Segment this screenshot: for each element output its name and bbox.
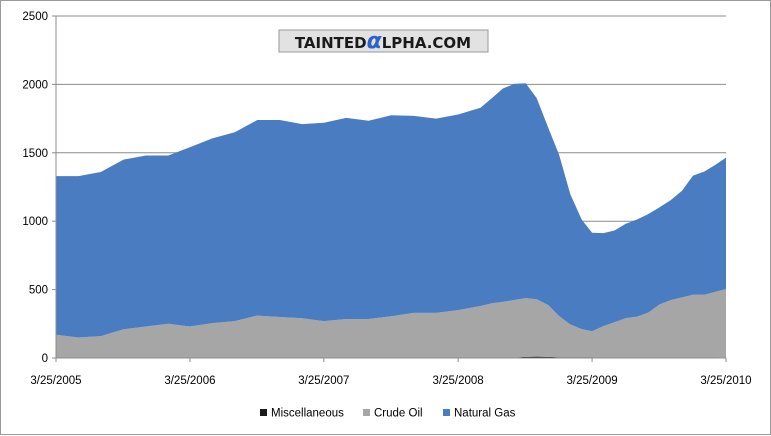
legend-label-crude-oil: Crude Oil xyxy=(374,408,423,420)
series-areas xyxy=(56,83,726,358)
legend-label-natural-gas: Natural Gas xyxy=(454,408,516,420)
area-crude-oil xyxy=(56,288,726,358)
y-tick-label: 2500 xyxy=(22,11,48,23)
legend-swatch-natural-gas xyxy=(443,409,450,416)
legend-swatch-crude-oil xyxy=(363,409,370,416)
x-tick-label: 3/25/2007 xyxy=(298,375,349,387)
watermark-text: TAINTEDαLPHA.COM xyxy=(295,29,471,54)
y-tick-label: 1500 xyxy=(22,148,48,160)
x-tick-label: 3/25/2005 xyxy=(30,375,81,387)
y-tick-label: 500 xyxy=(29,285,48,297)
area-natural-gas xyxy=(56,83,726,338)
watermark-logo: TAINTEDαLPHA.COM xyxy=(278,29,489,54)
x-tick-label: 3/25/2010 xyxy=(700,375,751,387)
y-axis-tick-labels: 0 500 1000 1500 2000 2500 xyxy=(22,11,56,365)
x-tick-label: 3/25/2009 xyxy=(566,375,617,387)
legend-label-miscellaneous: Miscellaneous xyxy=(271,408,344,420)
legend-swatch-miscellaneous xyxy=(260,409,267,416)
x-axis-tick-labels: 3/25/2005 3/25/2006 3/25/2007 3/25/2008 3/25… xyxy=(30,358,752,387)
x-tick-label: 3/25/2006 xyxy=(164,375,215,387)
x-tick-label: 3/25/2008 xyxy=(433,375,484,387)
y-tick-label: 0 xyxy=(42,353,48,365)
y-tick-label: 1000 xyxy=(22,216,48,228)
legend: Miscellaneous Crude Oil Natural Gas xyxy=(260,408,516,420)
axes xyxy=(55,16,726,359)
y-tick-label: 2000 xyxy=(22,79,48,91)
watermark-box xyxy=(278,29,489,53)
